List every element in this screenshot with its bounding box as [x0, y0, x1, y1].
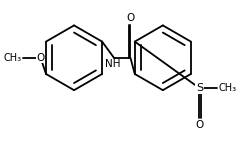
Text: O: O — [126, 13, 134, 23]
Text: O: O — [36, 53, 44, 63]
Text: CH₃: CH₃ — [217, 83, 235, 93]
Text: CH₃: CH₃ — [4, 53, 22, 63]
Text: O: O — [194, 120, 203, 131]
Text: S: S — [195, 83, 202, 93]
Text: NH: NH — [105, 59, 120, 69]
